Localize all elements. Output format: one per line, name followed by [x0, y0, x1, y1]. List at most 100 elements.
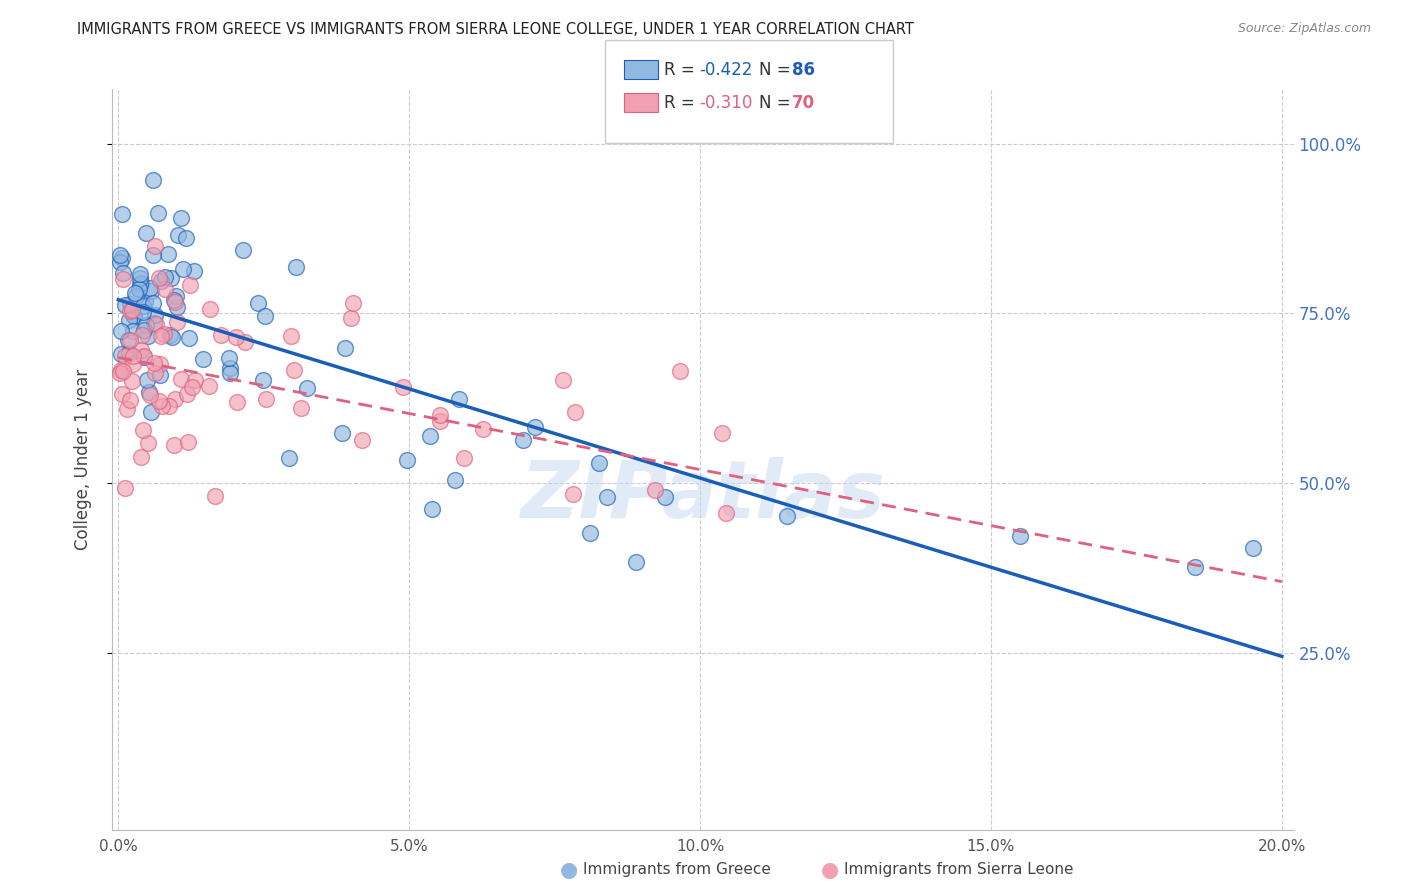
Point [118, 334, 141, 348]
Point [114, 349, 136, 363]
Text: ●: ● [821, 860, 838, 880]
Point [714, 506, 737, 520]
Point [232, 243, 254, 257]
Point [132, 305, 155, 319]
Point [180, 380, 202, 394]
Point [453, 451, 475, 466]
Point [114, 298, 136, 312]
Point [283, 363, 305, 377]
Point [143, 309, 166, 323]
Point [1241, 541, 1264, 556]
Point [136, 435, 159, 450]
Point [111, 252, 134, 266]
Point [596, 490, 619, 504]
Point [284, 260, 307, 275]
Point [142, 248, 165, 262]
Point [121, 309, 143, 323]
Point [551, 372, 574, 386]
Point [121, 303, 143, 318]
Point [167, 228, 190, 243]
Point [191, 351, 214, 366]
Point [644, 483, 666, 497]
Point [160, 330, 183, 344]
Point [138, 385, 160, 400]
Point [198, 379, 221, 393]
Point [143, 239, 166, 253]
Point [111, 364, 134, 378]
Point [131, 328, 153, 343]
Point [118, 304, 141, 318]
Point [166, 315, 188, 329]
Point [110, 362, 132, 376]
Text: ●: ● [561, 860, 578, 880]
Point [152, 326, 174, 341]
Point [125, 289, 148, 303]
Text: ZIPatlas: ZIPatlas [520, 458, 886, 535]
Y-axis label: College, Under 1 year: College, Under 1 year [73, 368, 91, 550]
Point [588, 457, 610, 471]
Point [149, 368, 172, 382]
Point [226, 395, 249, 409]
Point [254, 392, 277, 407]
Point [342, 296, 364, 310]
Point [111, 266, 134, 280]
Point [124, 285, 146, 300]
Point [142, 295, 165, 310]
Point [159, 328, 181, 343]
Point [148, 270, 170, 285]
Point [170, 371, 193, 385]
Point [340, 310, 363, 325]
Point [204, 489, 226, 503]
Point [142, 173, 165, 187]
Point [108, 248, 131, 262]
Point [121, 374, 143, 388]
Point [150, 399, 173, 413]
Point [160, 271, 183, 285]
Point [711, 425, 734, 440]
Point [108, 254, 131, 268]
Point [129, 343, 152, 357]
Point [132, 349, 155, 363]
Point [111, 386, 134, 401]
Point [219, 361, 242, 376]
Point [578, 525, 600, 540]
Point [429, 408, 451, 422]
Point [333, 341, 356, 355]
Point [129, 277, 152, 291]
Point [471, 421, 494, 435]
Point [290, 401, 312, 415]
Text: N =: N = [759, 95, 796, 112]
Point [219, 366, 242, 380]
Point [246, 296, 269, 310]
Point [149, 329, 172, 343]
Point [218, 351, 240, 366]
Point [225, 330, 247, 344]
Point [157, 247, 180, 261]
Point [117, 333, 139, 347]
Point [1184, 559, 1206, 574]
Point [155, 282, 177, 296]
Point [177, 434, 200, 449]
Point [148, 357, 170, 371]
Point [183, 372, 205, 386]
Point [110, 324, 132, 338]
Point [179, 277, 201, 292]
Point [172, 262, 194, 277]
Point [122, 357, 145, 371]
Point [135, 227, 157, 241]
Point [150, 274, 173, 288]
Point [139, 405, 162, 419]
Point [352, 433, 374, 447]
Point [122, 309, 145, 323]
Point [176, 231, 198, 245]
Point [148, 394, 170, 409]
Point [132, 299, 155, 313]
Text: Source: ZipAtlas.com: Source: ZipAtlas.com [1237, 22, 1371, 36]
Text: N =: N = [759, 62, 796, 79]
Point [254, 309, 277, 323]
Point [626, 555, 648, 569]
Point [295, 381, 318, 395]
Point [135, 373, 157, 387]
Point [139, 284, 162, 298]
Point [139, 388, 162, 402]
